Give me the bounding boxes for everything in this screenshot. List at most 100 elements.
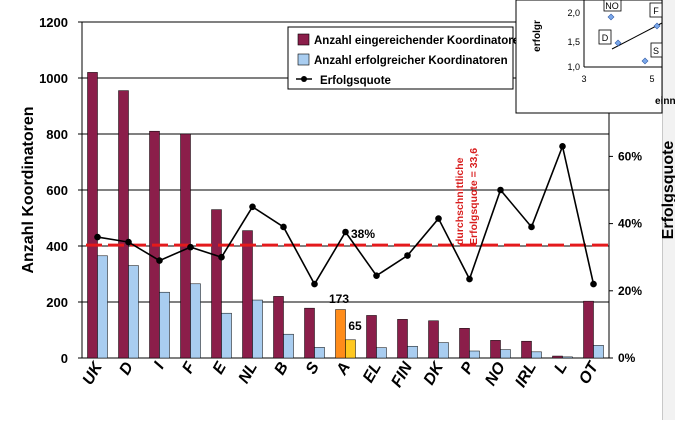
inset-point-f [653,22,661,30]
rate-point-d [125,238,132,246]
rate-point-irl [528,223,535,231]
inset-ytick-2: 2,0 [567,8,580,18]
x-tick-label: S [303,359,323,377]
x-tick-label: NL [236,360,261,387]
y-tick-label: 1000 [39,71,68,86]
bar-submitted-d [118,90,129,359]
x-tick-label: P [458,359,478,377]
bar-successful-l [562,356,573,359]
inset-xtick-1: 5 [649,74,654,84]
legend-swatch-successful [297,53,310,66]
inset-trend-line [611,22,663,50]
y-tick-label: 400 [46,239,68,254]
x-tick-label: F [179,358,199,376]
bar-submitted-a [335,309,346,359]
x-tick-label: NO [482,359,509,389]
y2-tick-label: 60% [618,149,642,163]
bar-submitted-e [211,209,222,359]
inset-label-box-d [598,29,612,45]
bar-submitted-ot [583,300,594,359]
bar-submitted-s [304,307,315,359]
rate-point-no [497,186,504,194]
rate-point-nl [249,203,256,211]
rate-point-s [311,280,318,288]
rate-line-series [94,143,597,288]
bar-successful-e [221,312,232,359]
bar-submitted-uk [87,72,98,359]
inset-point-label-d: D [602,33,609,43]
x-tick-label: IRL [512,360,540,391]
bar-successful-uk [97,255,108,359]
inset-ytick-1: 1,5 [567,37,580,47]
x-tick-label: DK [421,358,448,388]
rate-point-e [218,253,225,261]
x-tick-label: L [551,360,571,377]
inset-xtick-0: 3 [581,74,586,84]
inset-point-s [641,57,649,65]
bar-successful-no [500,349,511,359]
x-tick-label: FIN [388,359,416,390]
bar-submitted-irl [521,340,532,359]
inset-point-label-f: F [653,6,659,16]
x-tick-label: E [210,358,231,377]
bar-successful-irl [531,351,542,359]
rate-point-fin [404,252,411,259]
bar-submitted-el [366,315,377,359]
legend-marker-rate [301,76,307,82]
bar-successful-dk [438,342,449,359]
inset-point-label-no: NO [605,1,619,11]
legend-label-submitted: Anzahl eingereichender Koordinatoren [314,35,526,47]
scrollbar-track[interactable] [662,0,675,420]
y2-axis-ticks: 0% 20% 40% 60% [609,149,642,365]
legend-box [287,26,514,90]
y-tick-label: 200 [46,295,68,310]
x-tick-label: D [116,359,137,378]
bar-series [87,72,604,359]
bar-successful-f [190,283,201,359]
annotation-average-line1: durchschnittliche [454,157,466,245]
x-tick-label: EL [360,360,385,386]
inset-frame [515,0,663,114]
legend-swatch-submitted [297,33,310,46]
y-tick-label: 600 [46,183,68,198]
bar-successful-s [314,347,325,359]
rate-point-ot [590,280,597,288]
x-axis-ticks: UK D I F E NL B S A EL FIN DK P NO IRL L OT [80,358,603,390]
annotation-bar1-a: 173 [329,292,349,306]
bar-successful-d [128,265,139,359]
x-tick-label: A [333,360,354,379]
bar-submitted-l [552,355,563,359]
inset-point-no [607,13,615,21]
y-axis-title: Anzahl Koordinatoren [20,106,37,273]
legend-label-rate: Erfolgsquote [320,75,391,87]
bar-successful-b [283,333,294,359]
rate-point-uk [94,233,101,241]
rate-line [97,143,595,286]
bar-submitted-b [273,296,284,359]
bar-successful-ot [593,345,604,359]
bar-successful-fin [407,345,418,359]
annotation-rate-a: 38% [351,227,375,241]
y2-axis-title: Erfolgsquote [660,141,675,240]
y2-tick-label: 40% [618,217,642,231]
rate-point-f [187,243,194,251]
bar-submitted-nl [242,230,253,359]
x-tick-label: UK [80,358,107,388]
rate-point-i [156,257,163,264]
bar-successful-a [345,339,356,359]
annotation-average-line2: Erfolgsquote = 33,6 [468,148,480,245]
legend-label-successful: Anzahl erfolgreicher Koordinatoren [314,55,508,67]
bar-successful-nl [252,299,263,359]
bar-successful-el [376,347,387,359]
inset-chart: 2,0 1,5 1,0 3 5 erfolgr einn NO F D S [515,0,675,114]
inset-x-label: einn [655,96,675,107]
inset-label-box-s [650,42,663,58]
bar-submitted-no [490,340,501,359]
y2-tick-label: 0% [618,351,636,365]
scrollbar-edge [662,0,663,420]
rate-point-a [342,228,349,236]
inset-point-d [614,39,622,47]
y-tick-label: 0 [61,351,68,366]
y2-tick-label: 20% [618,284,642,298]
